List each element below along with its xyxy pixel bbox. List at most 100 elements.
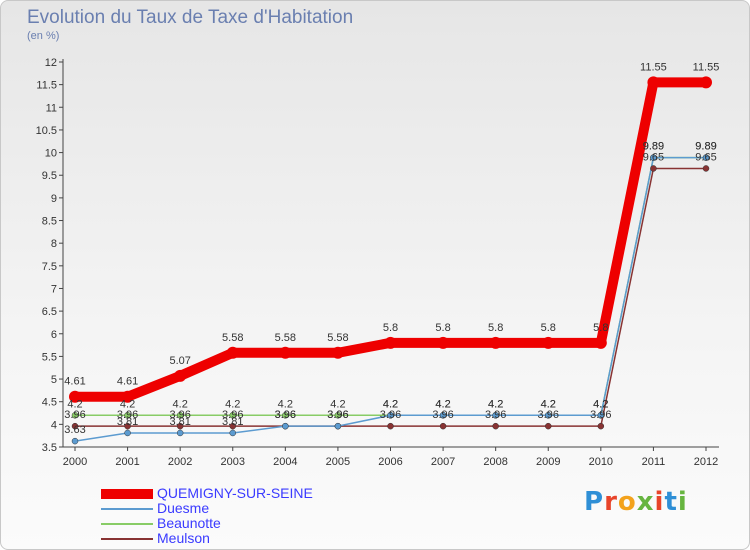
data-point <box>176 429 184 437</box>
data-label: 4.61 <box>64 376 85 388</box>
data-label: 4.2 <box>173 398 188 410</box>
data-label: 3.96 <box>64 409 85 421</box>
data-point <box>121 390 134 403</box>
data-point <box>69 390 81 403</box>
data-label: 3.96 <box>485 409 506 421</box>
x-tick-label: 2007 <box>431 456 455 468</box>
x-tick-label: 2000 <box>63 456 87 468</box>
data-point <box>124 429 131 437</box>
data-label: 9.89 <box>643 141 664 153</box>
chart-axes: 3.5 4 4.5 5 5.5 6 6.5 7 7.5 8 8.5 9 9.5 10 10.5 11 11.5 1… <box>36 57 719 468</box>
data-label: 3.96 <box>169 409 190 421</box>
data-point <box>71 422 79 430</box>
data-point <box>492 412 499 419</box>
data-point <box>597 422 605 430</box>
y-tick-label: 5 <box>51 374 57 386</box>
y-tick-label: 10 <box>45 148 57 160</box>
data-label: 3.96 <box>117 409 138 421</box>
y-tick-label: 4.5 <box>42 397 57 409</box>
legend-label: QUEMIGNY-SUR-SEINE <box>157 485 313 501</box>
data-point <box>282 412 289 419</box>
data-label: 3.96 <box>432 409 453 421</box>
data-label: 4.2 <box>278 398 293 410</box>
y-tick-label: 4 <box>51 419 57 431</box>
data-point <box>702 154 710 161</box>
data-label: 4.2 <box>593 398 608 410</box>
data-label: 5.07 <box>169 355 190 367</box>
data-label: 9.89 <box>643 141 664 153</box>
x-tick-label: 2002 <box>168 456 192 468</box>
x-tick-label: 2009 <box>536 456 560 468</box>
y-tick-label: 9 <box>51 193 57 205</box>
data-label: 3.81 <box>222 416 243 428</box>
data-point <box>226 346 239 359</box>
data-point <box>437 336 450 349</box>
x-tick-label: 2008 <box>483 456 507 468</box>
series-points <box>69 76 712 445</box>
legend-label: Beaunotte <box>157 515 221 531</box>
y-tick-label: 11.5 <box>36 80 57 92</box>
x-tick-label: 2011 <box>642 456 666 468</box>
data-point <box>647 76 660 89</box>
data-point <box>492 422 499 430</box>
data-point <box>71 412 79 419</box>
data-label: 4.2 <box>120 398 135 410</box>
data-point <box>334 422 342 430</box>
y-tick-label: 8 <box>51 238 57 250</box>
data-point <box>384 336 397 349</box>
data-point <box>700 76 712 89</box>
data-point <box>331 346 344 359</box>
data-point <box>282 422 289 430</box>
logo-letter: i <box>654 487 665 517</box>
data-label: 3.81 <box>117 416 138 428</box>
logo-letter: r <box>604 487 618 517</box>
data-point <box>176 422 184 430</box>
legend-swatch <box>101 507 153 510</box>
data-label: 4.2 <box>541 398 556 410</box>
data-label: 3.63 <box>64 424 85 436</box>
data-point <box>124 422 131 430</box>
data-label: 5.8 <box>383 322 398 334</box>
legend-swatch <box>101 488 153 499</box>
x-tick-label: 2004 <box>273 456 297 468</box>
x-tick-label: 2003 <box>221 456 245 468</box>
data-label: 3.96 <box>222 409 243 421</box>
logo-letter: i <box>677 487 688 517</box>
data-point <box>229 422 236 430</box>
data-point <box>542 336 555 349</box>
data-point <box>650 154 657 161</box>
data-label: 11.55 <box>693 61 720 73</box>
data-label: 3.96 <box>590 409 611 421</box>
legend-item: Duesme <box>101 501 313 516</box>
legend-swatch <box>101 537 153 540</box>
data-label: 4.2 <box>330 398 345 410</box>
chart-title: Evolution du Taux de Taxe d'Habitation <box>27 7 354 28</box>
logo-letter: x <box>636 487 655 517</box>
data-point <box>489 336 502 349</box>
data-label: 9.65 <box>695 151 716 163</box>
data-label: 4.2 <box>435 398 450 410</box>
data-label: 4.2 <box>67 398 82 410</box>
data-label: 5.58 <box>222 332 243 344</box>
x-tick-label: 2006 <box>378 456 402 468</box>
data-point <box>439 422 447 430</box>
data-point <box>334 412 342 419</box>
data-point <box>279 346 292 359</box>
legend-item: QUEMIGNY-SUR-SEINE <box>101 486 313 501</box>
data-label: 3.96 <box>327 409 348 421</box>
data-label: 5.8 <box>488 322 503 334</box>
chart-unit: (en %) <box>27 30 60 42</box>
data-labels: 4.61 4.61 5.07 5.58 5.58 5.58 5.8 5.8 5.8 5.8 5.8 1… <box>64 61 719 436</box>
logo-letter: o <box>617 487 637 517</box>
x-tick-label: 2001 <box>115 456 139 468</box>
data-point <box>702 165 710 172</box>
data-label: 5.58 <box>275 332 296 344</box>
y-tick-label: 6.5 <box>42 306 57 318</box>
y-tick-label: 3.5 <box>42 442 57 454</box>
data-label: 3.96 <box>380 409 401 421</box>
y-tick-label: 7 <box>51 283 57 295</box>
data-point <box>174 369 187 382</box>
y-tick-label: 9.5 <box>42 170 57 182</box>
